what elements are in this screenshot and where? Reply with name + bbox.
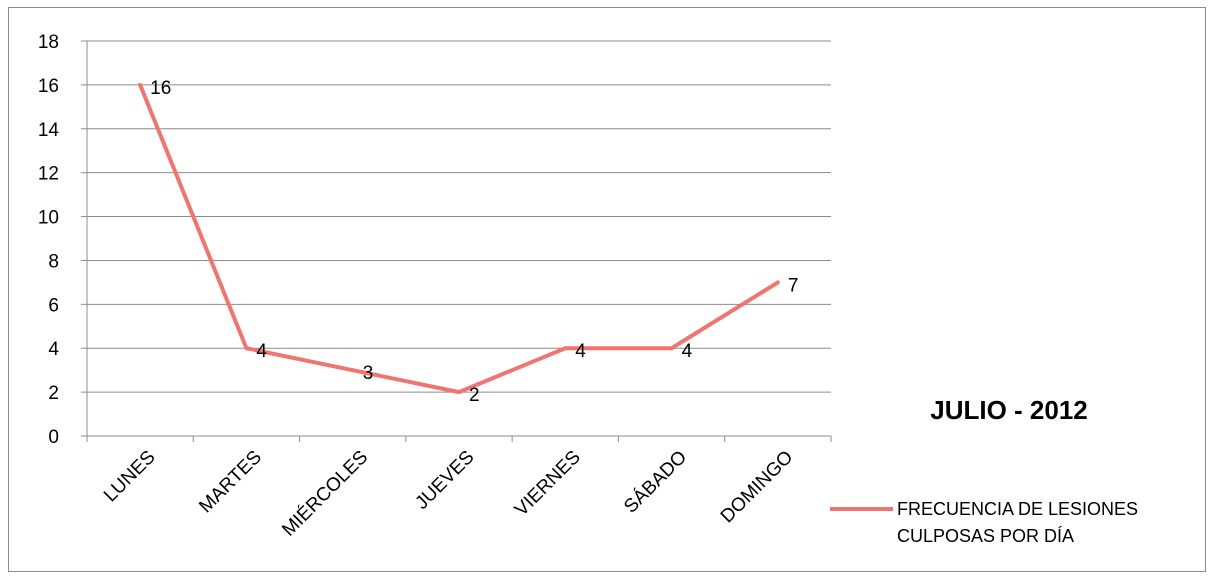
x-tick-label: MIÉRCOLES <box>278 447 372 541</box>
data-point <box>350 368 355 373</box>
data-point <box>669 346 674 351</box>
y-tick-label: 8 <box>48 251 59 272</box>
x-tick-label: SÁBADO <box>620 447 691 518</box>
gridlines <box>81 40 832 442</box>
y-tick-label: 2 <box>48 383 59 404</box>
data-label: 4 <box>575 341 586 362</box>
y-tick-label: 4 <box>48 339 59 360</box>
y-tick-label: 12 <box>38 164 59 185</box>
y-tick-label: 0 <box>48 427 59 448</box>
data-label: 7 <box>788 275 799 296</box>
x-tick-label: LUNES <box>100 447 160 507</box>
data-point <box>244 346 249 351</box>
y-tick-label: 14 <box>38 120 60 141</box>
y-tick-label: 18 <box>38 32 59 53</box>
y-tick-label: 10 <box>38 208 59 229</box>
x-tick-label: VIERNES <box>511 447 585 521</box>
chart-area <box>8 7 1206 572</box>
y-axis-ticks: 0 2 4 6 8 10 12 14 16 18 <box>38 32 60 448</box>
y-tick-label: 6 <box>48 295 59 316</box>
legend-label: FRECUENCIA DE LESIONES CULPOSAS POR DÍA <box>897 499 1138 546</box>
data-point <box>563 346 568 351</box>
data-label: 16 <box>150 78 171 99</box>
data-point <box>775 280 780 285</box>
data-point <box>457 390 461 395</box>
data-label: 3 <box>363 363 374 384</box>
x-tick-label: MARTES <box>195 447 266 518</box>
x-tick-label: JUEVES <box>411 447 478 514</box>
data-label: 4 <box>682 341 693 362</box>
x-tick-label: DOMINGO <box>717 447 798 528</box>
data-label: 2 <box>469 385 480 406</box>
data-label: 4 <box>256 341 267 362</box>
chart-title: JULIO - 2012 <box>930 395 1088 425</box>
y-tick-label: 16 <box>38 76 59 97</box>
legend: FRECUENCIA DE LESIONES CULPOSAS POR DÍA <box>830 499 1138 546</box>
data-point <box>138 82 143 87</box>
x-axis-ticks: LUNES MARTES MIÉRCOLES JUEVES VIERNES SÁBADO D… <box>100 447 797 541</box>
data-labels: 16 4 3 2 4 4 7 <box>138 78 798 406</box>
